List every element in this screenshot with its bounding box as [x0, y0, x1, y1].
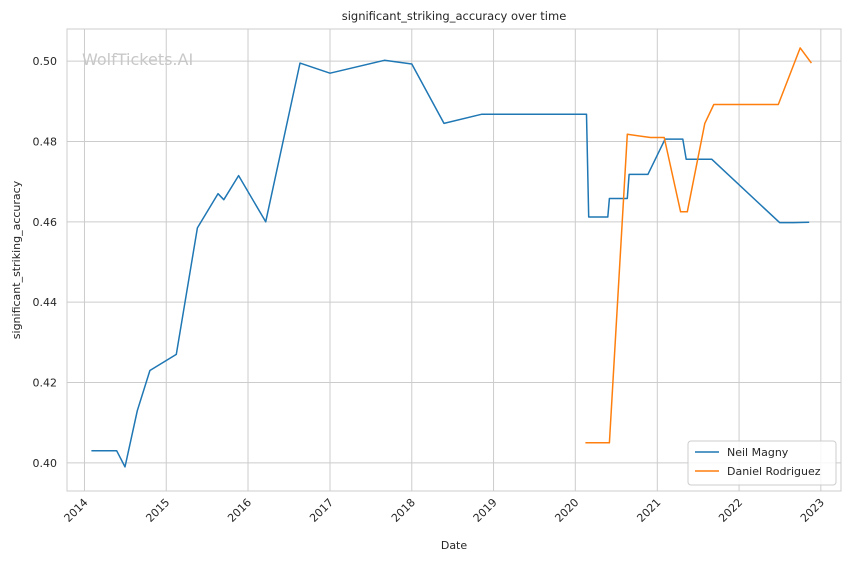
legend: Neil Magny Daniel Rodriguez [687, 440, 837, 486]
x-tick-label: 2018 [389, 496, 418, 525]
x-axis-label: Date [441, 539, 468, 552]
y-axis-ticks: 0.40 0.42 0.44 0.46 0.48 0.50 [33, 55, 58, 470]
y-tick-label: 0.42 [33, 377, 58, 390]
y-tick-label: 0.40 [33, 457, 58, 470]
legend-label-daniel-rodriguez: Daniel Rodriguez [727, 465, 821, 478]
y-tick-label: 0.48 [33, 135, 58, 148]
watermark: WolfTickets.AI [82, 50, 193, 69]
x-tick-label: 2022 [716, 496, 745, 525]
y-tick-label: 0.44 [33, 296, 58, 309]
chart-title: significant_striking_accuracy over time [342, 9, 567, 23]
y-tick-label: 0.50 [33, 55, 58, 68]
series-line-neil-magny [91, 59, 810, 468]
x-tick-label: 2015 [143, 496, 172, 525]
series-line-daniel-rodriguez [585, 47, 813, 444]
x-tick-label: 2014 [62, 496, 91, 525]
grid-lines [67, 29, 841, 491]
x-axis-ticks: 2014 2015 2016 2017 2018 2019 2020 2021 2022 2023 [62, 496, 827, 525]
y-tick-label: 0.46 [33, 216, 58, 229]
x-tick-label: 2023 [798, 496, 827, 525]
legend-box [687, 440, 837, 486]
legend-label-neil-magny: Neil Magny [727, 446, 789, 459]
x-tick-label: 2019 [471, 496, 500, 525]
x-tick-label: 2016 [225, 496, 254, 525]
series-lines [91, 47, 813, 468]
x-tick-label: 2020 [552, 496, 581, 525]
x-tick-label: 2017 [307, 496, 336, 525]
plot-area [66, 28, 842, 492]
x-tick-label: 2021 [634, 496, 663, 525]
y-axis-label: significant_striking_accuracy [10, 180, 23, 339]
